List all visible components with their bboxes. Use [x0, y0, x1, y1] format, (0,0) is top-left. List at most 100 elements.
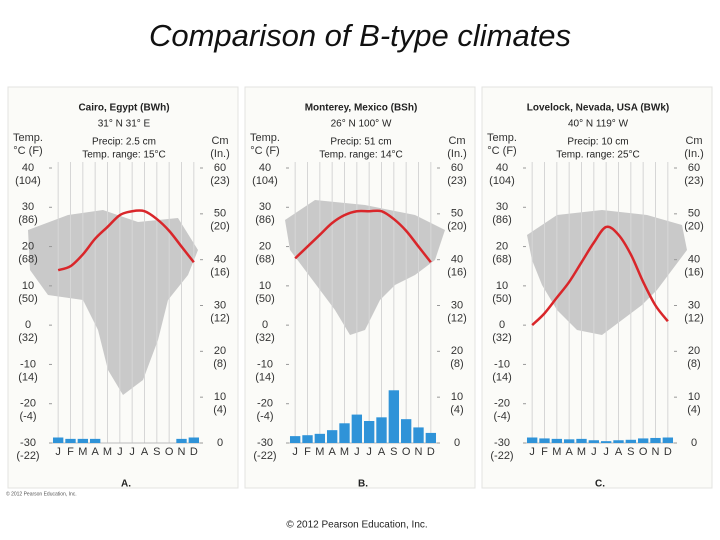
coordinates: 31° N 31° E [98, 119, 151, 130]
y-tick-label: -20 [257, 398, 273, 410]
y-tick-label-f: (32) [492, 332, 512, 344]
y-tick-label: 20 [259, 240, 271, 252]
y2-axis-label: (In.) [447, 148, 467, 160]
y-tick-label-f: (-22) [16, 450, 39, 462]
annotation: Temp. range: 25°C [556, 150, 640, 161]
y-tick-label: 40 [22, 162, 34, 174]
y-tick-label: 10 [259, 280, 271, 292]
y2-tick-label: 30 [451, 299, 463, 311]
y-tick-label-f: (-4) [19, 411, 36, 423]
precip-bar [576, 438, 587, 443]
y-tick-label-f: (86) [492, 214, 512, 226]
climograph: Lovelock, Nevada, USA (BWk) 40° N 119° W P… [481, 86, 713, 490]
precip-bar [188, 437, 200, 443]
precip-bar [388, 390, 400, 443]
y2-tick-label-in: (12) [447, 312, 467, 324]
y2-tick-label: 20 [451, 345, 463, 357]
y-tick-label-f: (-4) [493, 411, 510, 423]
x-tick-label: D [664, 446, 672, 458]
precip-bar [600, 441, 612, 443]
y-axis-label: °C (F) [13, 145, 42, 157]
x-tick-label: A [91, 446, 99, 458]
y2-axis-label: Cm [211, 135, 228, 147]
precip-bar [339, 423, 350, 443]
panel-label: C. [595, 479, 605, 490]
y2-tick-label-in: (4) [213, 404, 226, 416]
y2-tick-label-in: (23) [684, 175, 704, 187]
y2-tick-label-in: (16) [210, 267, 230, 279]
y2-tick-label: 60 [214, 162, 226, 174]
precip-bar [176, 438, 187, 443]
climograph: Monterey, Mexico (BSh) 26° N 100° W Precip… [244, 86, 476, 490]
x-tick-label: N [652, 446, 660, 458]
x-tick-label: D [190, 446, 198, 458]
precip-bar [363, 421, 375, 443]
precip-bar [637, 438, 649, 443]
coordinates: 40° N 119° W [568, 119, 629, 130]
y2-tick-label: 10 [688, 391, 700, 403]
y-tick-label-f: (104) [489, 175, 515, 187]
y2-tick-label: 50 [214, 208, 226, 220]
y-tick-label: 30 [22, 201, 34, 213]
x-tick-label: S [390, 446, 397, 458]
x-tick-label: M [552, 446, 561, 458]
y-tick-label: -30 [494, 437, 510, 449]
y2-tick-label-in: (4) [450, 404, 463, 416]
y2-tick-label-in: (4) [687, 404, 700, 416]
x-tick-label: O [639, 446, 648, 458]
x-tick-label: M [78, 446, 87, 458]
x-tick-label: F [541, 446, 548, 458]
y-axis-label: °C (F) [487, 145, 516, 157]
y-tick-label-f: (-22) [490, 450, 513, 462]
y-tick-label-f: (32) [255, 332, 275, 344]
y2-tick-label-in: (16) [447, 267, 467, 279]
x-tick-label: J [603, 446, 609, 458]
y2-tick-label: 50 [688, 208, 700, 220]
annotation: Precip: 10 cm [567, 137, 628, 148]
y-axis-label: Temp. [13, 132, 43, 144]
precip-bar [314, 433, 326, 443]
x-tick-label: O [165, 446, 174, 458]
y-tick-label-f: (50) [255, 293, 275, 305]
y-tick-label: 40 [259, 162, 271, 174]
y-tick-label: -10 [20, 358, 36, 370]
y2-axis-label: (In.) [684, 148, 704, 160]
y2-tick-label: 40 [451, 254, 463, 266]
y2-tick-label: 60 [688, 162, 700, 174]
y2-tick-label: 10 [451, 391, 463, 403]
y-tick-label: 0 [25, 319, 31, 331]
x-tick-label: M [577, 446, 586, 458]
y-axis-label: Temp. [250, 132, 280, 144]
precip-bar [425, 432, 437, 443]
y2-tick-label: 40 [688, 254, 700, 266]
annotation: Temp. range: 14°C [319, 150, 403, 161]
city-title: Cairo, Egypt (BWh) [78, 103, 169, 114]
x-tick-label: J [117, 446, 123, 458]
y-tick-label-f: (68) [255, 253, 275, 265]
y2-tick-label-in: (12) [684, 312, 704, 324]
y-tick-label: 30 [496, 201, 508, 213]
temperature-line [57, 209, 195, 272]
precip-bar [625, 439, 637, 443]
x-tick-label: J [529, 446, 535, 458]
panel-label: A. [121, 479, 131, 490]
y2-tick-label-in: (23) [447, 175, 467, 187]
y-tick-label: 20 [496, 240, 508, 252]
y-tick-label-f: (14) [18, 371, 38, 383]
x-tick-label: A [141, 446, 149, 458]
y-tick-label: 20 [22, 240, 34, 252]
y-tick-label: -20 [494, 398, 510, 410]
x-tick-label: N [178, 446, 186, 458]
y2-tick-label: 0 [454, 437, 460, 449]
precip-bar [77, 438, 89, 443]
x-tick-label: A [565, 446, 573, 458]
climograph: Cairo, Egypt (BWh) 31° N 31° E Precip: 2.5… [7, 86, 239, 490]
y2-tick-label-in: (20) [447, 221, 467, 233]
y2-tick-label: 40 [214, 254, 226, 266]
y-tick-label-f: (32) [18, 332, 38, 344]
precip-bar [563, 439, 575, 443]
y2-tick-label: 20 [688, 345, 700, 357]
y2-tick-label: 0 [691, 437, 697, 449]
x-tick-label: J [354, 446, 360, 458]
